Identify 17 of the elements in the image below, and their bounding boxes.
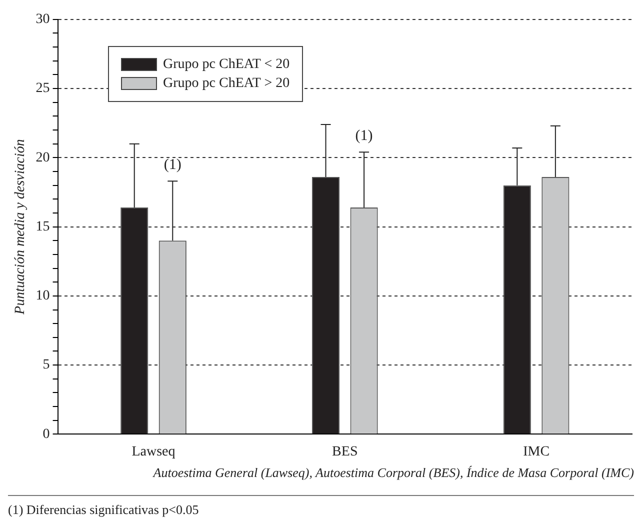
x-axis-title: Autoestima General (Lawseq), Autoestima Corporal (BES), Índice de Masa Corporal (IMC) [152, 465, 634, 481]
y-tick-label: 10 [36, 288, 50, 304]
y-tick-label: 25 [36, 81, 50, 96]
y-tick-label: 0 [42, 426, 50, 442]
y-tick-label: 30 [36, 12, 50, 28]
text: (1) Diferencias significativas p<0.05 [8, 502, 200, 518]
x-tick-label: IMC [523, 444, 550, 460]
y-tick-label: 5 [42, 358, 50, 373]
x-tick-label: Lawseq [132, 444, 176, 460]
annotation: (1) [164, 157, 182, 174]
annotation: (1) [355, 128, 373, 144]
y-tick-label: 20 [36, 150, 50, 166]
legend-label: Grupo pc ChEAT < 20 [163, 56, 290, 74]
y-tick-label: 15 [36, 219, 50, 234]
y-axis-title: Puntuación media y desviación [13, 139, 28, 316]
x-tick-label: BES [332, 444, 358, 460]
legend-label: Grupo pc ChEAT > 20 [163, 75, 290, 93]
